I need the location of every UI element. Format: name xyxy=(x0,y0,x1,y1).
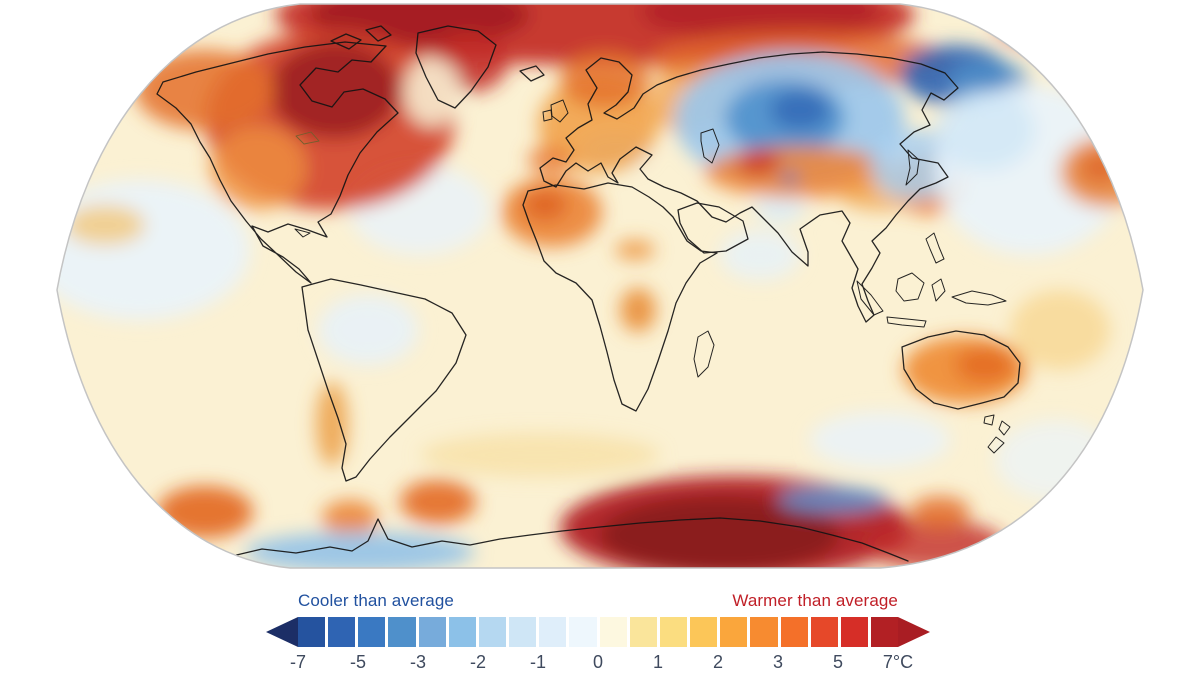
anomaly-region-south-indian-cool-wash xyxy=(810,412,950,468)
anomaly-region-southern-ocean-warm-3 xyxy=(400,480,476,524)
colorbar-segment-1 xyxy=(328,617,356,647)
colorbar-segment-3 xyxy=(388,617,416,647)
colorbar-right-arrow-icon xyxy=(898,617,930,647)
anomaly-region-arctic-core-east xyxy=(640,4,880,40)
colorbar-segment-17 xyxy=(810,617,838,647)
anomaly-region-scandinavia-warm xyxy=(560,52,650,108)
coast-new-zealand xyxy=(987,420,1011,454)
colorbar-segment-14 xyxy=(720,617,748,647)
tick-label-5: 0 xyxy=(592,652,604,672)
colorbar-segment-2 xyxy=(358,617,386,647)
tick-label-10: 7°C xyxy=(882,652,914,672)
coast-eurasia xyxy=(539,51,959,323)
anomaly-region-southeast-ocean-warm-spot xyxy=(910,496,970,528)
anomaly-region-greenland-interior-neutral xyxy=(404,58,460,126)
coast-philippines xyxy=(925,232,945,264)
anomaly-region-alaska-warm xyxy=(135,50,275,130)
coast-japan xyxy=(905,149,920,186)
coast-caspian-sea xyxy=(700,128,720,164)
coast-antarctica xyxy=(227,517,909,562)
anomaly-region-arabian-sea-cool-wash xyxy=(720,230,800,280)
anomaly-region-southern-ocean-warm-1 xyxy=(157,486,253,538)
anomaly-region-kuril-cool xyxy=(935,90,1035,170)
tick-label-6: 1 xyxy=(652,652,664,672)
anomaly-region-antarctic-peninsula-cool xyxy=(245,532,475,568)
cooler-than-average-label: Cooler than average xyxy=(298,591,454,610)
tick-label-0: -7 xyxy=(289,652,307,672)
coast-great-lakes xyxy=(295,131,320,145)
coast-north-america xyxy=(156,41,399,284)
coast-madagascar xyxy=(693,330,715,378)
coast-british-isles xyxy=(542,99,569,123)
anomaly-region-amazon-cool-wash xyxy=(318,295,418,365)
colorbar-segment-12 xyxy=(659,617,688,647)
colorbar-segment-9 xyxy=(569,617,597,647)
colorbar-segment-6 xyxy=(478,617,507,647)
coast-sumatra xyxy=(856,280,884,316)
coast-greenland xyxy=(415,25,497,109)
projection-outline xyxy=(56,3,1144,569)
colorbar-segment-13 xyxy=(690,617,718,647)
colorbar-segment-18 xyxy=(840,617,868,647)
world-anomaly-map xyxy=(56,3,1144,569)
colorbar-segment-15 xyxy=(750,617,778,647)
map-svg xyxy=(56,3,1144,569)
colorbar-segment-4 xyxy=(418,617,446,647)
anomaly-region-chukchi-warm-corner xyxy=(995,4,1143,53)
anomaly-region-aral-warm-core xyxy=(736,149,780,175)
anomaly-region-sahara-warm-core xyxy=(523,190,567,220)
colorbar-segments xyxy=(298,617,899,647)
anomaly-region-balkhash-lake-cool-dot xyxy=(782,172,798,184)
colorbar xyxy=(266,617,930,647)
colorbar-segment-0 xyxy=(298,617,326,647)
coast-borneo xyxy=(895,272,925,302)
colorbar-segment-11 xyxy=(629,617,657,647)
colorbar-left-arrow-icon xyxy=(266,617,298,647)
legend-captions: Cooler than average Warmer than average xyxy=(266,591,930,612)
colorbar-segment-16 xyxy=(780,617,808,647)
coast-new-guinea xyxy=(951,290,1007,306)
coast-iceland xyxy=(519,65,545,82)
tick-label-4: -1 xyxy=(529,652,547,672)
coast-java xyxy=(886,316,927,328)
colorbar-segment-8 xyxy=(539,617,567,647)
colorbar-segment-7 xyxy=(509,617,537,647)
anomaly-region-east-antarctica-warm-core xyxy=(600,497,840,568)
anomaly-region-central-pacific-warm-streak xyxy=(65,205,145,245)
warmer-than-average-label: Warmer than average xyxy=(732,591,898,610)
anomaly-region-southern-ocean-warm-2 xyxy=(322,500,378,536)
colorbar-segment-19 xyxy=(870,617,899,647)
anomaly-region-south-pacific-cool-wash xyxy=(995,420,1115,500)
tick-label-2: -3 xyxy=(409,652,427,672)
anomaly-region-hudson-bay-warm-core xyxy=(270,42,400,138)
tick-label-7: 2 xyxy=(712,652,724,672)
coast-arctic-islands xyxy=(330,25,392,50)
colorbar-segment-10 xyxy=(599,617,627,647)
colorbar-segment-5 xyxy=(448,617,476,647)
anomaly-region-patagonia-warm xyxy=(316,382,348,466)
coast-australia xyxy=(901,330,1021,410)
anomaly-region-sahel-warm-spot xyxy=(615,240,655,260)
tick-label-9: 5 xyxy=(832,652,844,672)
coast-cuba xyxy=(294,228,311,238)
anomaly-region-coral-sea-warm xyxy=(1010,290,1110,370)
coast-south-america xyxy=(301,278,467,482)
coast-arabia xyxy=(677,202,749,254)
anomaly-region-us-plains-warm xyxy=(210,126,306,210)
coast-tasmania xyxy=(983,414,995,426)
anomaly-region-east-pacific-cool-wash xyxy=(57,180,250,320)
tick-label-8: 3 xyxy=(772,652,784,672)
tick-label-3: -2 xyxy=(469,652,487,672)
colorbar-legend: Cooler than average Warmer than average … xyxy=(266,591,930,676)
coast-africa xyxy=(522,182,718,412)
tick-label-1: -5 xyxy=(349,652,367,672)
anomaly-region-australia-warm-core xyxy=(955,347,1015,383)
colorbar-ticks: -7 -5 -3 -2 -1 0 1 2 3 5 7°C xyxy=(266,650,930,676)
coast-sulawesi xyxy=(931,278,946,302)
anomaly-region-south-indian-warm-streak xyxy=(420,433,660,477)
anomaly-region-siberia-cool-core-2 xyxy=(770,90,830,130)
coastlines-layer xyxy=(156,25,1021,562)
anomaly-region-ross-sea-cool-band xyxy=(778,487,888,513)
anomaly-region-central-africa-warm xyxy=(620,288,656,332)
